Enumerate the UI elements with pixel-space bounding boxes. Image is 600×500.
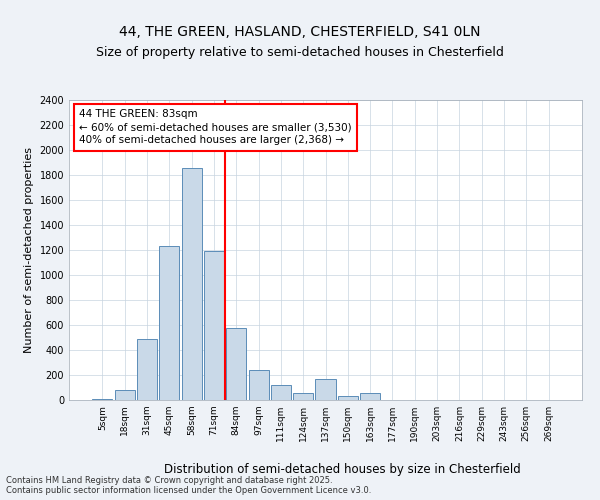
Bar <box>316 379 335 400</box>
Y-axis label: Number of semi-detached properties: Number of semi-detached properties <box>24 147 34 353</box>
Text: Size of property relative to semi-detached houses in Chesterfield: Size of property relative to semi-detach… <box>96 46 504 59</box>
Text: 44, THE GREEN, HASLAND, CHESTERFIELD, S41 0LN: 44, THE GREEN, HASLAND, CHESTERFIELD, S4… <box>119 26 481 40</box>
Text: Distribution of semi-detached houses by size in Chesterfield: Distribution of semi-detached houses by … <box>164 464 520 476</box>
Bar <box>182 168 202 400</box>
Bar <box>293 392 313 400</box>
Bar <box>271 385 291 400</box>
Bar <box>92 399 112 400</box>
Text: Contains HM Land Registry data © Crown copyright and database right 2025.
Contai: Contains HM Land Registry data © Crown c… <box>6 476 371 495</box>
Bar <box>360 392 380 400</box>
Bar <box>115 390 135 400</box>
Bar <box>248 370 269 400</box>
Bar <box>137 339 157 400</box>
Text: 44 THE GREEN: 83sqm
← 60% of semi-detached houses are smaller (3,530)
40% of sem: 44 THE GREEN: 83sqm ← 60% of semi-detach… <box>79 109 352 146</box>
Bar <box>204 251 224 400</box>
Bar <box>338 396 358 400</box>
Bar <box>226 328 246 400</box>
Bar <box>159 246 179 400</box>
